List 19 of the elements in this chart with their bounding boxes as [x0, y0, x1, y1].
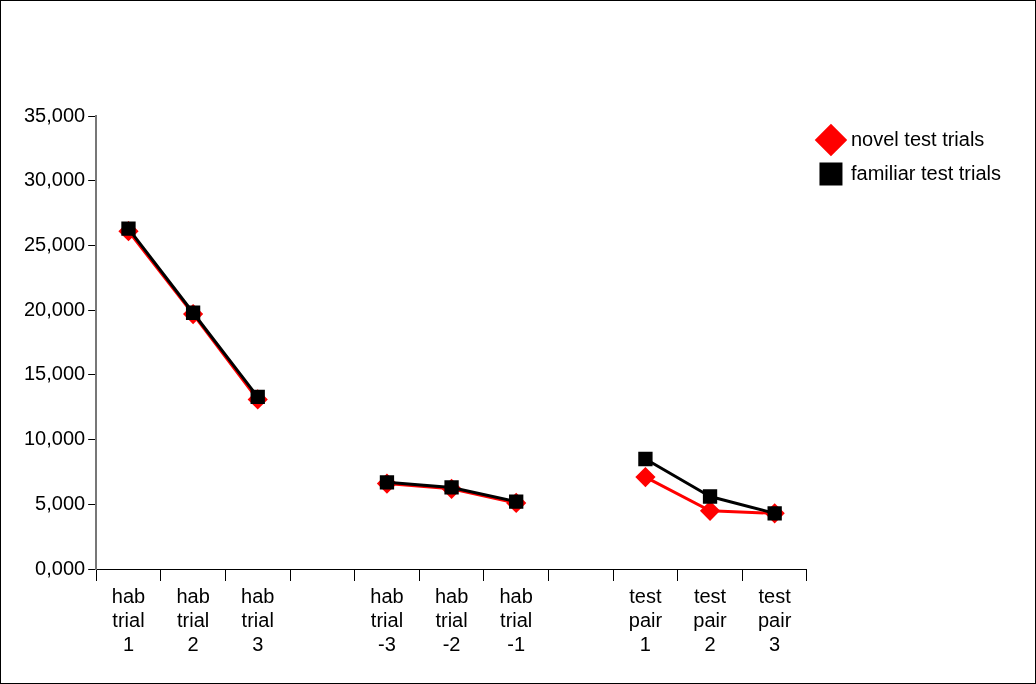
x-tick-label: hab trial 1 [111, 584, 146, 655]
y-tick-label: 30,000 [24, 168, 86, 191]
y-tick-label: 15,000 [24, 362, 86, 385]
x-tick-label: hab trial 2 [176, 584, 210, 655]
legend-label: familiar test trials [850, 161, 1001, 184]
y-tick-label: 25,000 [24, 232, 86, 255]
x-tick-label: test pair 3 [757, 584, 792, 655]
x-tick-label: hab trial -2 [434, 584, 469, 655]
y-tick-label: 0,000 [35, 556, 86, 579]
y-tick-label: 35,000 [24, 103, 86, 126]
x-tick-label: test pair 2 [693, 584, 728, 655]
y-tick-label: 20,000 [24, 297, 86, 320]
x-tick-label: test pair 1 [628, 584, 663, 655]
y-tick-label: 5,000 [35, 491, 86, 514]
legend-label: novel test trials [850, 127, 985, 150]
y-tick-label: 10,000 [24, 427, 86, 450]
x-tick-label: hab trial 3 [241, 584, 275, 655]
x-tick-label: hab trial -1 [499, 584, 533, 655]
x-tick-label: hab trial -3 [370, 584, 404, 655]
